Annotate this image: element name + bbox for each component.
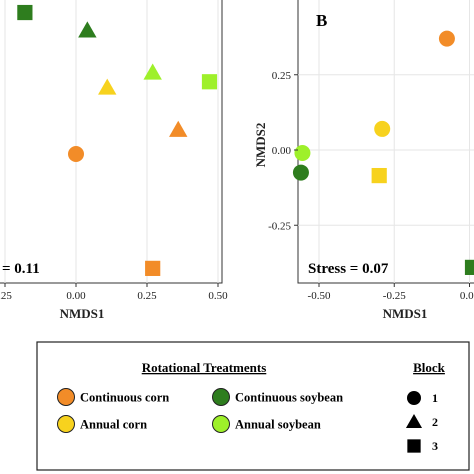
- panel-a-point-annual-soybean-block-3: [201, 74, 218, 90]
- y-tick-label: 0.25: [272, 70, 292, 82]
- panel-a-stress-annotation: = 0.11: [2, 261, 40, 277]
- x-tick-label: .25: [0, 290, 12, 302]
- legend: Rotational Treatments Block Continuous c…: [36, 341, 470, 471]
- legend-block-label-3: 3: [432, 439, 438, 453]
- panel-a-x-ticks: .25 0.00 0.25 0.50: [0, 283, 228, 302]
- legend-blocks: 1 2 3: [405, 391, 438, 453]
- panel-a: .25 0.00 0.25 0.50 = 0.11 NMDS1: [0, 0, 228, 321]
- panel-b-point-annual-soybean-block-1: [294, 145, 311, 162]
- panel-a-x-axis-label: NMDS1: [60, 306, 105, 321]
- x-tick-label: -0.50: [308, 290, 331, 302]
- panel-a-points: [17, 4, 218, 276]
- legend-label-continuous-soybean: Continuous soybean: [235, 391, 343, 405]
- panel-b-point-continuous-corn-block-1: [438, 30, 455, 47]
- legend-block-circle-icon: [407, 391, 421, 405]
- panel-a-point-continuous-corn-block-3: [145, 260, 161, 276]
- legend-swatch-continuous-soybean: [212, 388, 230, 406]
- panel-a-point-annual-corn-block-2: [98, 78, 117, 95]
- panel-a-point-continuous-corn-block-2: [169, 120, 188, 137]
- panel-a-point-continuous-corn-block-1: [68, 146, 84, 162]
- legend-swatch-annual-corn: [57, 415, 75, 433]
- panel-b-x-axis-label: NMDS1: [383, 306, 428, 321]
- legend-label-continuous-corn: Continuous corn: [80, 391, 169, 405]
- panel-b-ticks: -0.50-0.250.0000.250.00-0.25: [268, 70, 474, 302]
- legend-label-annual-soybean: Annual soybean: [235, 418, 321, 432]
- panel-a-point-annual-soybean-block-2: [143, 63, 162, 80]
- x-tick-label: 0.00: [66, 290, 86, 302]
- legend-treatments: Continuous corn Continuous soybean Annual …: [57, 388, 343, 433]
- panel-b-point-annual-corn-block-1: [374, 120, 391, 137]
- y-tick-label: 0.00: [272, 145, 292, 157]
- x-tick-label: -0.25: [383, 290, 406, 302]
- panel-a-frame: [0, 0, 223, 284]
- panel-b-stress-annotation: Stress = 0.07: [308, 261, 389, 277]
- panel-b-point-annual-corn-block-3: [371, 167, 387, 184]
- legend-label-annual-corn: Annual corn: [80, 418, 147, 432]
- legend-block-label-1: 1: [432, 391, 438, 405]
- panel-b-grid: [298, 0, 474, 283]
- panel-b-y-axis-label: NMDS2: [253, 123, 268, 168]
- legend-box: [36, 341, 470, 471]
- legend-block-title: Block: [413, 360, 446, 375]
- panel-a-point-continuous-soybean-block-3: [17, 4, 33, 21]
- panel-b-frame: [297, 0, 474, 284]
- legend-swatch-annual-soybean: [212, 415, 230, 433]
- legend-block-label-2: 2: [432, 415, 438, 429]
- panel-b-label: B: [316, 11, 327, 30]
- panel-a-grid: [4, 0, 219, 283]
- legend-block-triangle-icon: [405, 413, 423, 429]
- x-tick-label: 0.25: [137, 290, 157, 302]
- legend-block-square-icon: [407, 439, 421, 453]
- panel-b-points: [292, 30, 474, 275]
- y-tick-label: -0.25: [268, 220, 291, 232]
- panel-b-point-continuous-soybean-block-1: [292, 164, 309, 181]
- x-tick-label: 0.00: [460, 290, 474, 302]
- x-tick-label: 0.50: [208, 290, 228, 302]
- panel-b: -0.50-0.250.0000.250.00-0.25 B Stress = …: [253, 0, 474, 321]
- legend-swatch-continuous-corn: [57, 388, 75, 406]
- legend-title: Rotational Treatments: [142, 360, 267, 375]
- panel-a-point-continuous-soybean-block-2: [78, 21, 97, 38]
- panel-b-point-continuous-soybean-block-3: [464, 259, 474, 275]
